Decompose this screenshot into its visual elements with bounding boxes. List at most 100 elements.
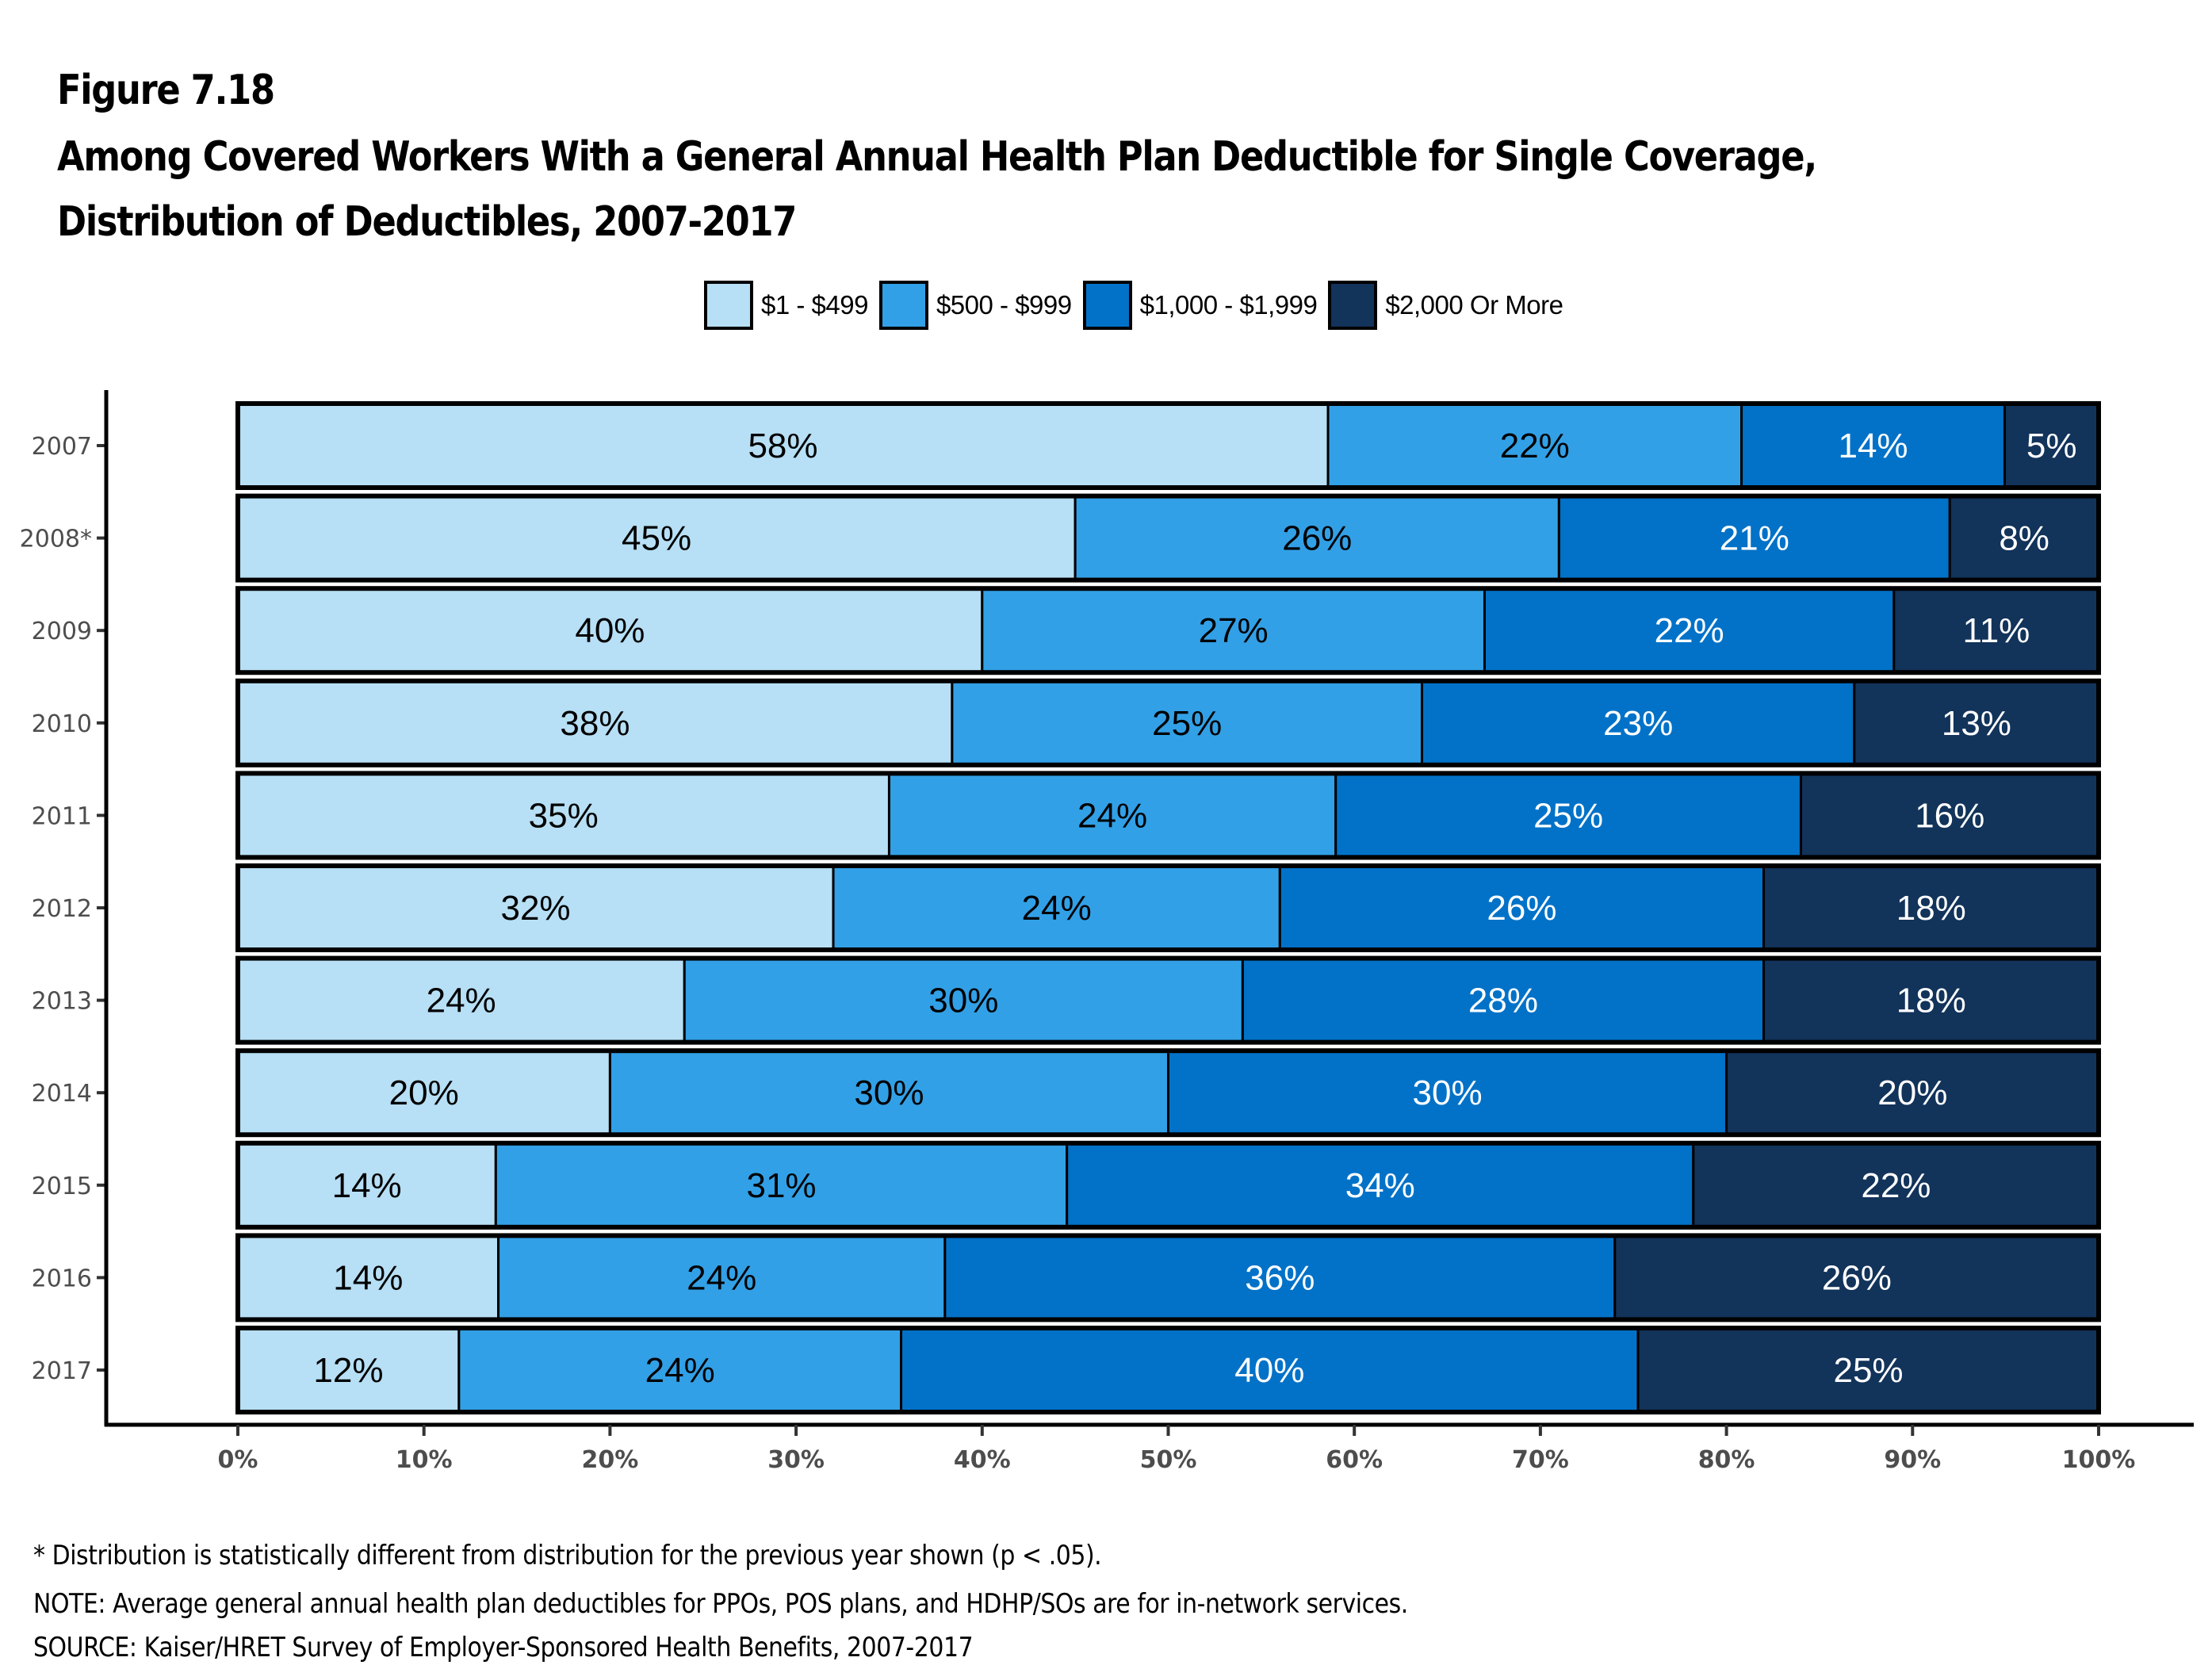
bar-row: 58% 22% 14% 5% xyxy=(235,401,2101,490)
data-label: 36% xyxy=(1245,1258,1315,1297)
data-label: 21% xyxy=(1720,519,1789,558)
data-label: 26% xyxy=(1282,519,1352,558)
bar-outline xyxy=(235,1140,2101,1230)
x-tick-label: 60% xyxy=(1326,1446,1383,1474)
bar-segment xyxy=(887,771,1338,859)
bar-segment xyxy=(1334,771,1802,859)
data-label: 35% xyxy=(529,796,599,835)
y-tick-label: 2011 xyxy=(32,802,92,830)
x-tick-label: 90% xyxy=(1884,1446,1941,1474)
bar-segment xyxy=(1799,771,2100,859)
data-label: 24% xyxy=(1077,796,1147,835)
bar-row: 38% 25% 23% 13% xyxy=(235,678,2101,767)
data-label: 24% xyxy=(687,1258,756,1297)
data-label: 14% xyxy=(333,1258,403,1297)
bar-outline xyxy=(235,1048,2101,1138)
data-label: 26% xyxy=(1487,889,1556,928)
legend-swatch xyxy=(878,281,928,330)
y-tick-label: 2012 xyxy=(32,895,92,923)
bar-row: 24% 30% 28% 18% xyxy=(235,955,2101,1045)
x-tick-label: 40% xyxy=(954,1446,1011,1474)
legend-item-2000-plus: $2,000 Or More xyxy=(1328,281,1563,330)
y-tick-label: 2016 xyxy=(32,1265,92,1292)
axes-group: 2007 2008* 2009 2010 2011 2012 2013 2014 2015 201… xyxy=(20,390,2194,1474)
bar-row: 45% 26% 21% 8% xyxy=(235,493,2101,583)
data-label: 16% xyxy=(1915,796,1984,835)
data-label: 58% xyxy=(748,427,817,465)
bar-segment xyxy=(1278,864,1766,951)
data-label: 11% xyxy=(1963,611,2030,650)
x-tick-label: 50% xyxy=(1140,1446,1197,1474)
data-label: 22% xyxy=(1500,427,1570,465)
data-label: 5% xyxy=(2026,427,2077,465)
data-label: 25% xyxy=(1533,796,1603,835)
bar-segment xyxy=(832,864,1281,951)
chart-title-line-2: Distribution of Deductibles, 2007-2017 xyxy=(57,198,797,246)
data-label: 40% xyxy=(575,611,645,650)
legend-swatch xyxy=(704,281,753,330)
y-tick-label: 2013 xyxy=(32,988,92,1016)
bar-segment xyxy=(236,1234,500,1321)
bar-outline xyxy=(235,586,2101,676)
y-tick-label: 2008* xyxy=(20,526,92,553)
data-label: 27% xyxy=(1199,611,1269,650)
legend-label: $2,000 Or More xyxy=(1385,290,1563,320)
data-label: 22% xyxy=(1655,611,1724,650)
legend-swatch xyxy=(1328,281,1378,330)
data-label: 24% xyxy=(427,982,496,1020)
bar-segment xyxy=(1557,495,1951,582)
legend-label: $500 - $999 xyxy=(936,290,1072,320)
x-tick-label: 10% xyxy=(396,1446,453,1474)
data-label: 14% xyxy=(332,1166,402,1205)
bar-segment xyxy=(2003,402,2100,489)
data-label: 13% xyxy=(1942,704,2011,743)
y-tick-label: 2015 xyxy=(32,1173,92,1200)
bar-segment xyxy=(236,771,890,859)
legend-label: $1,000 - $1,999 xyxy=(1139,290,1318,320)
bar-outline xyxy=(235,401,2101,490)
data-label: 24% xyxy=(1022,889,1092,928)
bar-row: 20% 30% 30% 20% xyxy=(235,1048,2101,1138)
data-label: 30% xyxy=(854,1074,924,1112)
x-tick-label: 30% xyxy=(767,1446,825,1474)
bar-segment xyxy=(1892,587,2100,674)
data-label: 18% xyxy=(1896,982,1966,1020)
bar-segment xyxy=(236,402,1330,489)
data-label: 23% xyxy=(1603,704,1673,743)
data-label: 18% xyxy=(1896,889,1966,928)
legend-item-1000-1999: $1,000 - $1,999 xyxy=(1082,281,1318,330)
legend-item-1-499: $1 - $499 xyxy=(704,281,868,330)
bar-row: 32% 24% 26% 18% xyxy=(235,863,2101,952)
x-tick-label: 80% xyxy=(1698,1446,1755,1474)
data-label: 25% xyxy=(1833,1351,1903,1390)
bar-segment xyxy=(236,587,984,674)
legend-label: $1 - $499 xyxy=(761,290,868,320)
y-tick-label: 2007 xyxy=(32,433,92,461)
bar-segment xyxy=(236,957,686,1044)
x-tick-label: 100% xyxy=(2062,1446,2136,1474)
data-label: 38% xyxy=(560,704,630,743)
y-tick-label: 2009 xyxy=(32,618,92,645)
x-tick-label: 20% xyxy=(581,1446,638,1474)
data-label: 30% xyxy=(1413,1074,1483,1112)
data-label: 45% xyxy=(622,519,691,558)
chart-title-line-1: Among Covered Workers With a General Ann… xyxy=(57,133,1817,181)
bar-segment xyxy=(236,1049,611,1136)
data-label: 40% xyxy=(1234,1351,1304,1390)
bar-segment xyxy=(1948,495,2100,582)
y-tick-label: 2017 xyxy=(32,1357,92,1385)
bar-row: 14% 24% 36% 26% xyxy=(235,1233,2101,1322)
bar-row: 35% 24% 25% 16% xyxy=(235,771,2101,860)
data-label: 28% xyxy=(1468,982,1538,1020)
y-tick-label: 2014 xyxy=(32,1080,92,1108)
legend-item-500-999: $500 - $999 xyxy=(878,281,1072,330)
bar-segment xyxy=(900,1326,1640,1414)
bar-segment xyxy=(1421,679,1856,767)
data-label: 14% xyxy=(1838,427,1908,465)
data-label: 30% xyxy=(928,982,998,1020)
bar-segment xyxy=(236,864,835,951)
footnote-asterisk: * Distribution is statistically differen… xyxy=(33,1540,1102,1571)
bar-outline xyxy=(235,1233,2101,1322)
bar-row: 12% 24% 40% 25% xyxy=(235,1326,2101,1414)
